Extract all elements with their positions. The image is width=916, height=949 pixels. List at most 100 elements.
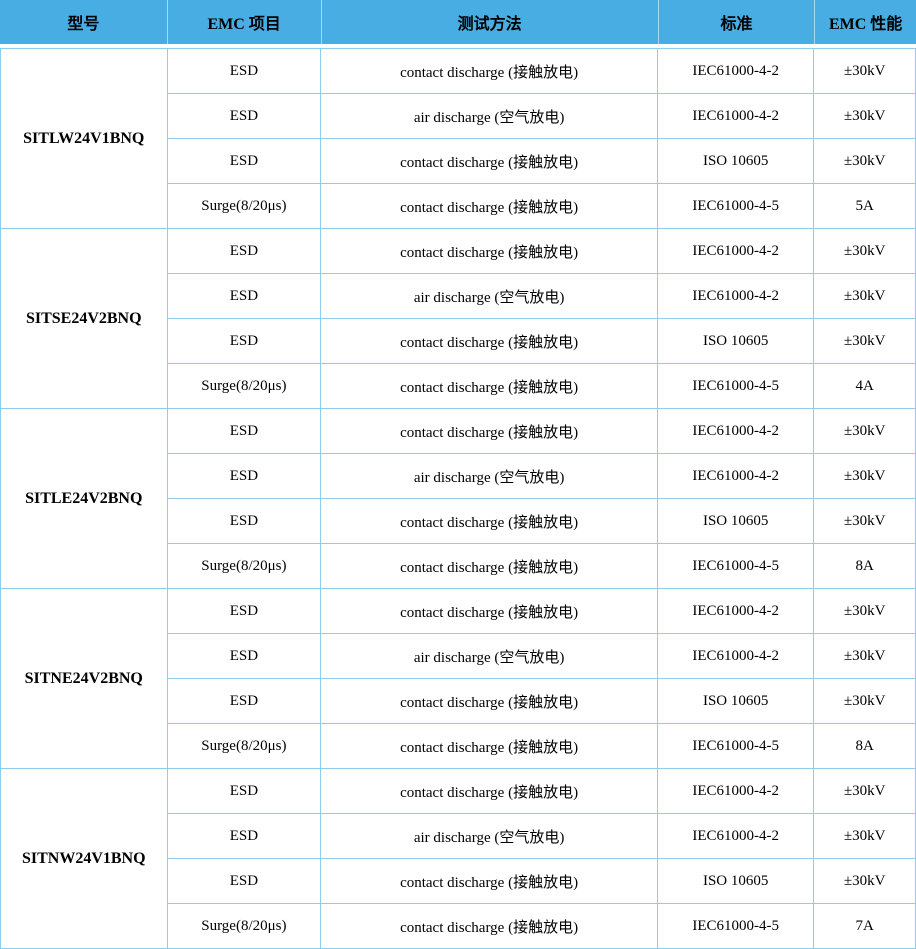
table-row: SITNE24V2BNQ ESD contact discharge (接触放电… (0, 588, 916, 769)
table-row: Surge(8/20μs) contact discharge (接触放电) I… (1, 183, 916, 229)
performance-cell: ±30kV (813, 453, 916, 499)
emc-item-cell: ESD (166, 678, 322, 724)
performance-cell: ±30kV (813, 138, 916, 184)
emc-item-cell: ESD (166, 408, 322, 454)
column-header-model: 型号 (0, 0, 167, 44)
table-row: ESD contact discharge (接触放电) ISO 10605 ±… (1, 318, 916, 364)
emc-table-body: SITLW24V1BNQ ESD contact discharge (接触放电… (0, 48, 916, 949)
model-cell: SITNW24V1BNQ (0, 768, 168, 949)
emc-item-cell: Surge(8/20μs) (166, 363, 322, 409)
performance-cell: ±30kV (813, 228, 916, 274)
column-header-standard: 标准 (657, 0, 815, 44)
standard-cell: IEC61000-4-5 (656, 543, 815, 589)
table-row: ESD contact discharge (接触放电) ISO 10605 ±… (1, 498, 916, 544)
column-header-emc-performance: EMC 性能 (814, 0, 916, 44)
standard-cell: IEC61000-4-5 (656, 183, 815, 229)
test-method-cell: air discharge (空气放电) (320, 453, 658, 499)
standard-cell: IEC61000-4-2 (656, 633, 815, 679)
test-method-cell: contact discharge (接触放电) (320, 543, 658, 589)
test-method-cell: contact discharge (接触放电) (320, 903, 658, 949)
standard-cell: IEC61000-4-2 (656, 93, 815, 139)
standard-cell: IEC61000-4-2 (656, 768, 815, 814)
standard-cell: ISO 10605 (656, 498, 815, 544)
performance-cell: ±30kV (813, 678, 916, 724)
table-row: ESD air discharge (空气放电) IEC61000-4-2 ±3… (1, 453, 916, 499)
standard-cell: ISO 10605 (656, 858, 815, 904)
header-row: 型号 EMC 项目 测试方法 标准 EMC 性能 (0, 0, 916, 44)
emc-item-cell: Surge(8/20μs) (166, 903, 322, 949)
standard-cell: IEC61000-4-5 (656, 723, 815, 769)
emc-item-cell: ESD (166, 318, 322, 364)
test-method-cell: contact discharge (接触放电) (320, 138, 658, 184)
table-row: SITSE24V2BNQ ESD contact discharge (接触放电… (0, 228, 916, 409)
table-row: ESD contact discharge (接触放电) ISO 10605 ±… (1, 138, 916, 184)
emc-item-cell: ESD (166, 138, 322, 184)
test-method-cell: contact discharge (接触放电) (320, 678, 658, 724)
table-row: SITLW24V1BNQ ESD contact discharge (接触放电… (0, 48, 916, 229)
performance-cell: ±30kV (813, 318, 916, 364)
test-method-cell: contact discharge (接触放电) (320, 48, 658, 94)
model-cell: SITLW24V1BNQ (0, 48, 168, 229)
standard-cell: IEC61000-4-2 (656, 228, 815, 274)
table-row: Surge(8/20μs) contact discharge (接触放电) I… (1, 903, 916, 949)
standard-cell: IEC61000-4-2 (656, 273, 815, 319)
model-cell: SITNE24V2BNQ (0, 588, 168, 769)
emc-item-cell: ESD (166, 48, 322, 94)
table-row: ESD air discharge (空气放电) IEC61000-4-2 ±3… (1, 813, 916, 859)
test-method-cell: contact discharge (接触放电) (320, 768, 658, 814)
column-header-emc-item: EMC 项目 (166, 0, 321, 44)
emc-item-cell: ESD (166, 768, 322, 814)
performance-cell: 4A (813, 363, 916, 409)
test-method-cell: contact discharge (接触放电) (320, 723, 658, 769)
standard-cell: IEC61000-4-5 (656, 903, 815, 949)
emc-table-header: 型号 EMC 项目 测试方法 标准 EMC 性能 (0, 0, 916, 44)
standard-cell: IEC61000-4-2 (656, 813, 815, 859)
emc-item-cell: ESD (166, 498, 322, 544)
performance-cell: ±30kV (813, 768, 916, 814)
emc-item-cell: ESD (166, 588, 322, 634)
emc-item-cell: ESD (166, 453, 322, 499)
performance-cell: ±30kV (813, 813, 916, 859)
performance-cell: 8A (813, 543, 916, 589)
standard-cell: IEC61000-4-2 (656, 588, 815, 634)
table-row: SITNW24V1BNQ ESD contact discharge (接触放电… (0, 768, 916, 949)
standard-cell: ISO 10605 (656, 318, 815, 364)
column-header-test-method: 测试方法 (320, 0, 658, 44)
standard-cell: IEC61000-4-2 (656, 408, 815, 454)
performance-cell: ±30kV (813, 858, 916, 904)
test-method-cell: contact discharge (接触放电) (320, 228, 658, 274)
standard-cell: IEC61000-4-5 (656, 363, 815, 409)
performance-cell: 8A (813, 723, 916, 769)
performance-cell: ±30kV (813, 93, 916, 139)
test-method-cell: contact discharge (接触放电) (320, 318, 658, 364)
table-row: ESD contact discharge (接触放电) ISO 10605 ±… (1, 858, 916, 904)
standard-cell: ISO 10605 (656, 678, 815, 724)
test-method-cell: contact discharge (接触放电) (320, 408, 658, 454)
emc-item-cell: ESD (166, 228, 322, 274)
test-method-cell: contact discharge (接触放电) (320, 498, 658, 544)
performance-cell: ±30kV (813, 588, 916, 634)
performance-cell: 5A (813, 183, 916, 229)
table-row: Surge(8/20μs) contact discharge (接触放电) I… (1, 543, 916, 589)
table-row: Surge(8/20μs) contact discharge (接触放电) I… (1, 723, 916, 769)
test-method-cell: air discharge (空气放电) (320, 273, 658, 319)
test-method-cell: air discharge (空气放电) (320, 813, 658, 859)
emc-item-cell: Surge(8/20μs) (166, 543, 322, 589)
emc-item-cell: ESD (166, 813, 322, 859)
table-row: ESD air discharge (空气放电) IEC61000-4-2 ±3… (1, 93, 916, 139)
table-row: ESD air discharge (空气放电) IEC61000-4-2 ±3… (1, 273, 916, 319)
emc-item-cell: ESD (166, 633, 322, 679)
model-cell: SITSE24V2BNQ (0, 228, 168, 409)
test-method-cell: contact discharge (接触放电) (320, 858, 658, 904)
emc-item-cell: ESD (166, 93, 322, 139)
emc-item-cell: Surge(8/20μs) (166, 183, 322, 229)
table-row: SITLE24V2BNQ ESD contact discharge (接触放电… (0, 408, 916, 589)
test-method-cell: contact discharge (接触放电) (320, 588, 658, 634)
test-method-cell: contact discharge (接触放电) (320, 183, 658, 229)
test-method-cell: contact discharge (接触放电) (320, 363, 658, 409)
test-method-cell: air discharge (空气放电) (320, 93, 658, 139)
emc-item-cell: ESD (166, 273, 322, 319)
table-row: Surge(8/20μs) contact discharge (接触放电) I… (1, 363, 916, 409)
performance-cell: ±30kV (813, 633, 916, 679)
